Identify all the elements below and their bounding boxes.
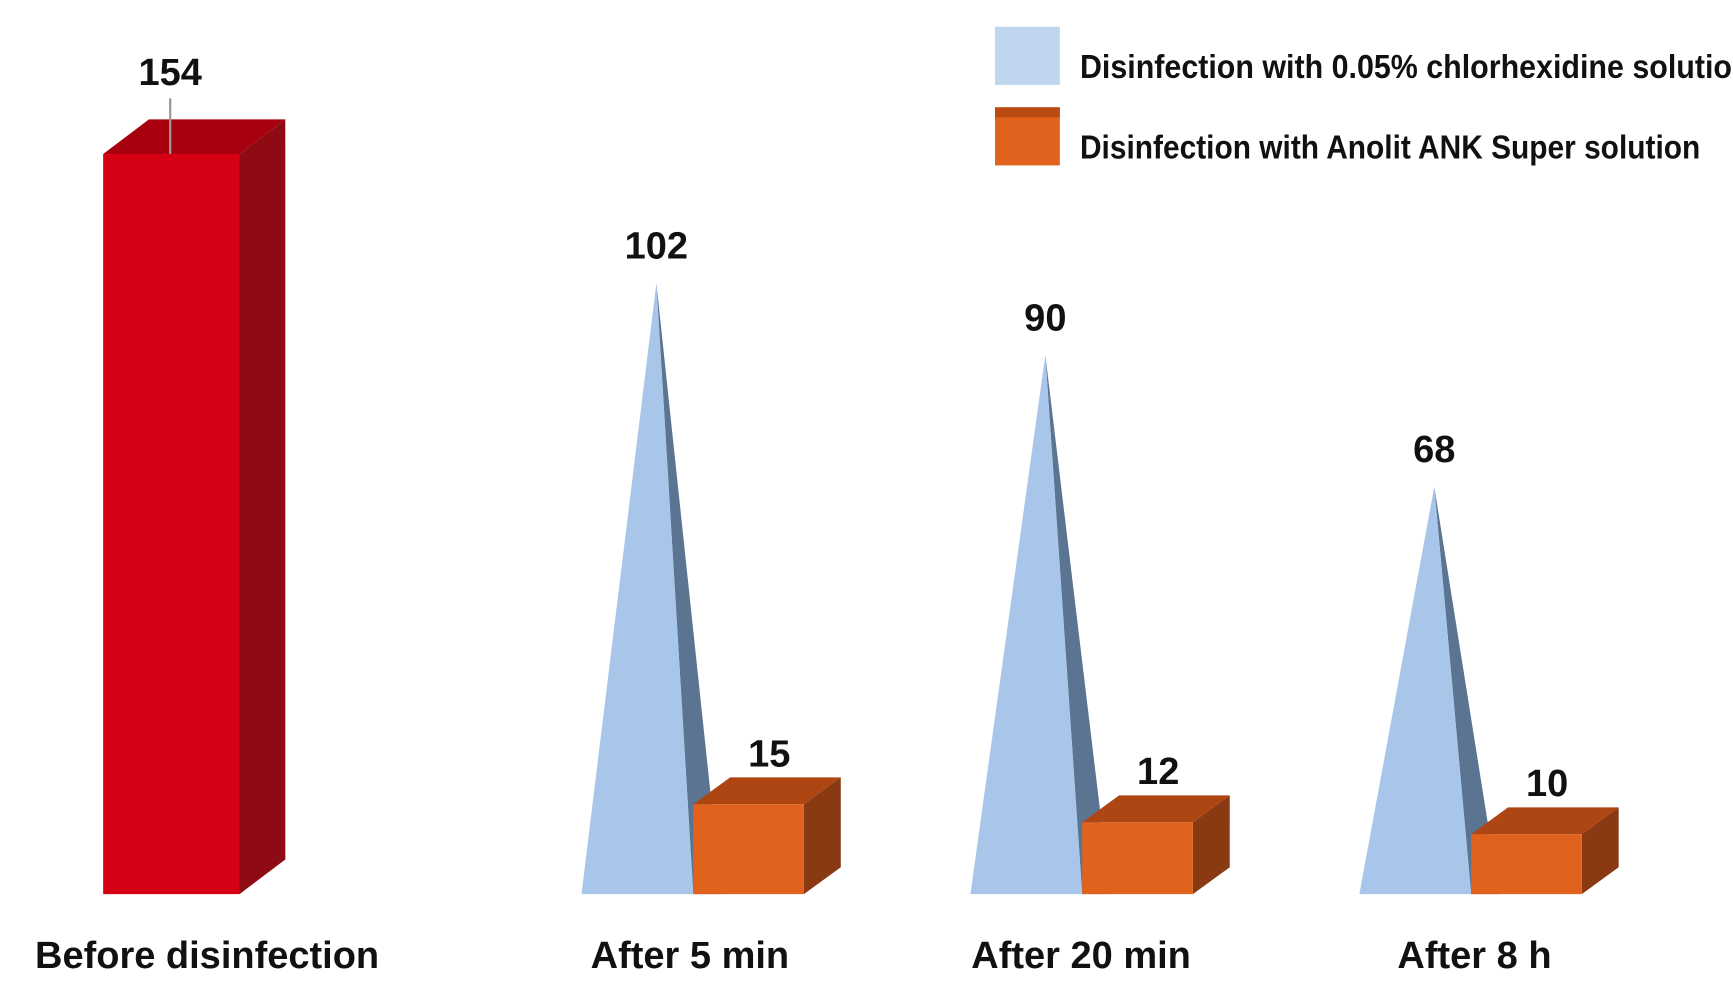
category-label: Before disinfection	[35, 935, 379, 977]
box-side	[1192, 795, 1230, 895]
box-top	[1082, 795, 1230, 823]
pyramid-value-label: 90	[1024, 297, 1066, 339]
legend-label-anolit: Disinfection with Anolit ANK Super solut…	[1080, 130, 1700, 167]
box-front	[693, 804, 804, 895]
baseline-value-label: 154	[139, 52, 202, 94]
box-top	[1471, 807, 1619, 835]
chart-marks: 154 Before disinfection 102 15 After 5 min 90…	[35, 52, 1619, 977]
category-label: After 8 h	[1397, 935, 1551, 977]
legend-swatch-chlorhexidine	[995, 26, 1060, 85]
pyramid-value-label: 102	[625, 225, 688, 267]
box-value-label: 12	[1137, 751, 1179, 793]
category-label: After 20 min	[971, 935, 1191, 977]
category-label: After 5 min	[591, 935, 789, 977]
legend-label-chlorhexidine: Disinfection with 0.05% chlorhexidine so…	[1080, 49, 1733, 86]
pyramid-value-label: 68	[1413, 429, 1455, 471]
legend-swatch-anolit-top	[995, 107, 1060, 118]
baseline-bar-front	[103, 154, 240, 895]
pyramid-side	[656, 283, 722, 895]
pyramid-front	[581, 283, 694, 895]
baseline-bar-top	[103, 119, 286, 155]
box-side	[1581, 807, 1619, 895]
box-front	[1082, 822, 1193, 895]
box-side	[803, 777, 841, 895]
box-value-label: 15	[748, 733, 790, 775]
pyramid-front	[1359, 486, 1472, 895]
pyramid-front	[970, 354, 1083, 895]
box-top	[693, 777, 841, 805]
baseline-bar-side	[239, 119, 286, 895]
box-value-label: 10	[1526, 763, 1568, 805]
legend: Disinfection with 0.05% chlorhexidine so…	[995, 26, 1733, 167]
box-front	[1471, 834, 1582, 895]
